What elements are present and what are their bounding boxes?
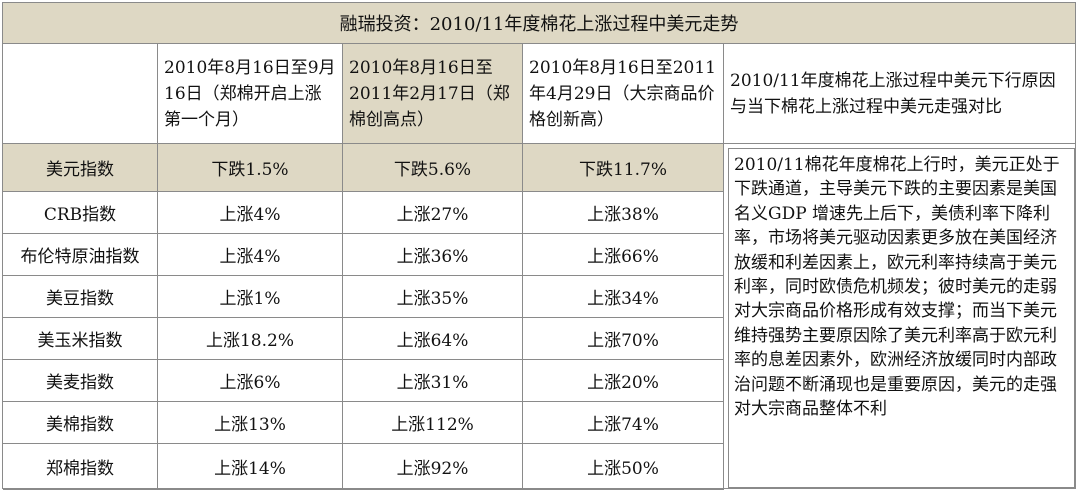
cell-period-2: 上涨112%: [343, 402, 523, 444]
row-label: 布伦特原油指数: [3, 234, 158, 276]
header-period-3: 2010年8月16日至2011年4月29日（大宗商品价格创新高）: [523, 44, 724, 144]
row-label: 美元指数: [3, 144, 158, 192]
cell-period-1: 上涨13%: [158, 402, 343, 444]
cell-period-2: 下跌5.6%: [343, 144, 523, 192]
cell-period-3: 上涨66%: [523, 234, 724, 276]
table-title: 融瑞投资：2010/11年度棉花上涨过程中美元走势: [3, 3, 1075, 44]
row-label: CRB指数: [3, 192, 158, 234]
header-period-1: 2010年8月16日至9月16日（郑棉开启上涨第一个月）: [158, 44, 343, 144]
cell-period-1: 上涨18.2%: [158, 318, 343, 360]
cell-period-2: 上涨35%: [343, 276, 523, 318]
cell-period-3: 下跌11.7%: [523, 144, 724, 192]
cell-period-2: 上涨92%: [343, 444, 523, 490]
cell-period-2: 上涨31%: [343, 360, 523, 402]
row-label: 美棉指数: [3, 402, 158, 444]
row-label: 美麦指数: [3, 360, 158, 402]
cell-period-1: 下跌1.5%: [158, 144, 343, 192]
header-comparison: 2010/11年度棉花上涨过程中美元下行原因与当下棉花上涨过程中美元走强对比: [724, 44, 1075, 144]
header-corner: [3, 44, 158, 144]
header-period-2: 2010年8月16日至2011年2月17日（郑棉创高点）: [343, 44, 523, 144]
row-label: 美豆指数: [3, 276, 158, 318]
cell-period-2: 上涨27%: [343, 192, 523, 234]
row-label: 郑棉指数: [3, 444, 158, 490]
cell-period-2: 上涨36%: [343, 234, 523, 276]
row-label: 美玉米指数: [3, 318, 158, 360]
cell-period-3: 上涨70%: [523, 318, 724, 360]
cell-period-3: 上涨34%: [523, 276, 724, 318]
comparison-note: 2010/11棉花年度棉花上行时，美元正处于下跌通道，主导美元下跌的主要因素是美…: [728, 148, 1075, 488]
cell-period-1: 上涨4%: [158, 192, 343, 234]
cell-period-1: 上涨4%: [158, 234, 343, 276]
cell-period-3: 上涨74%: [523, 402, 724, 444]
cell-period-3: 上涨50%: [523, 444, 724, 490]
cell-period-1: 上涨1%: [158, 276, 343, 318]
cell-period-1: 上涨14%: [158, 444, 343, 490]
cell-period-1: 上涨6%: [158, 360, 343, 402]
cell-period-2: 上涨64%: [343, 318, 523, 360]
cell-period-3: 上涨20%: [523, 360, 724, 402]
cell-period-3: 上涨38%: [523, 192, 724, 234]
